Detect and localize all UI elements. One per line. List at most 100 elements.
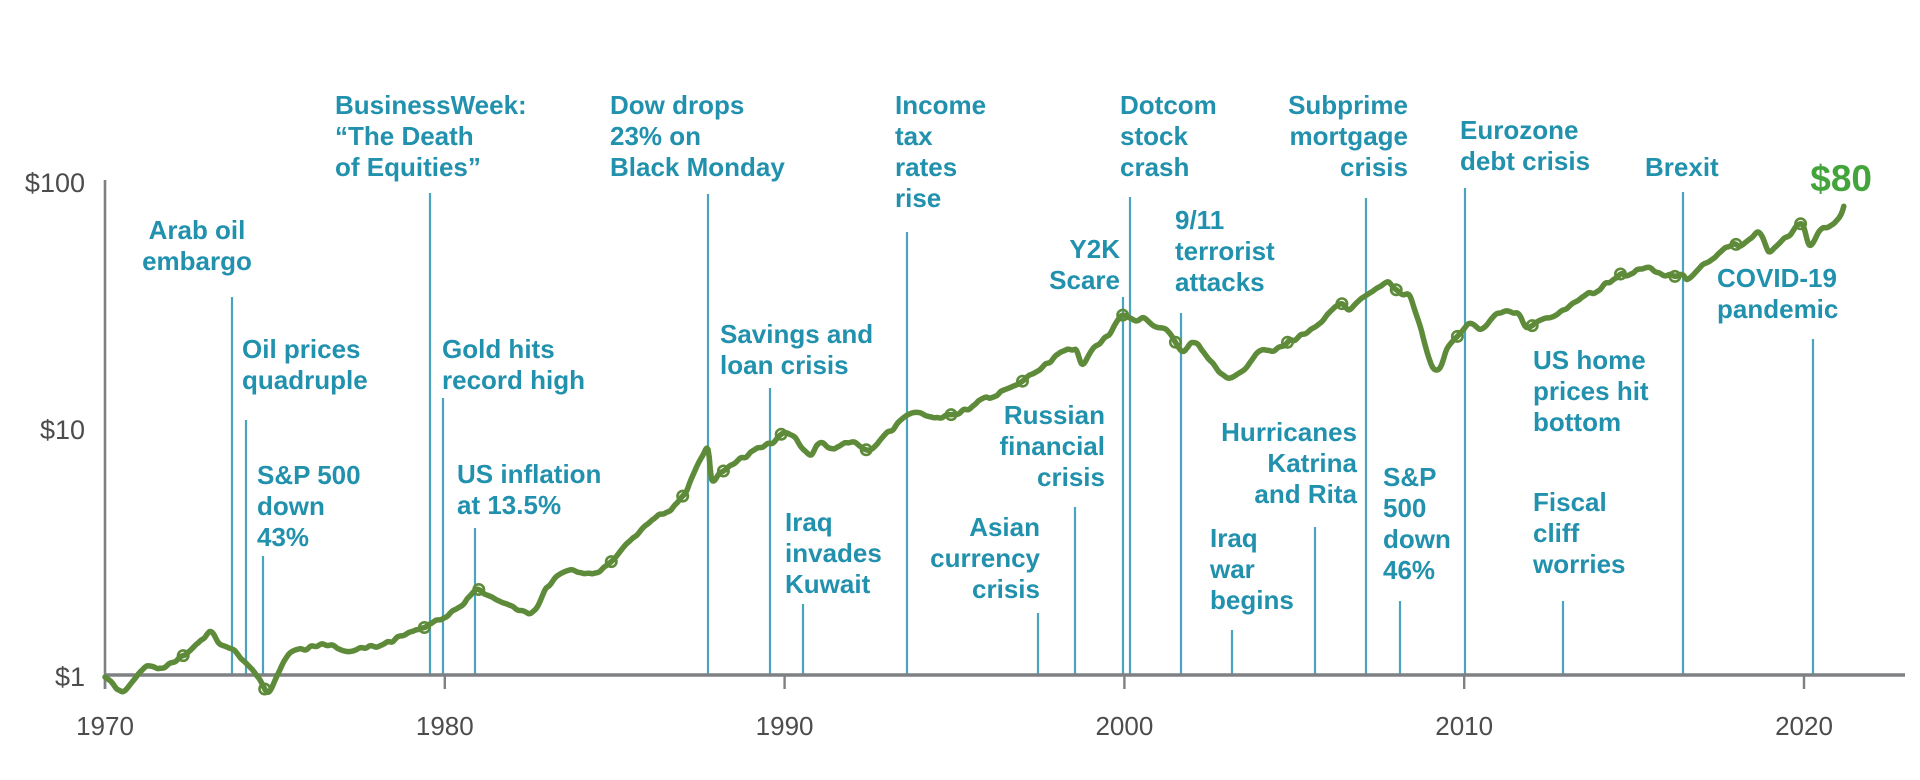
growth-curve [102,203,1847,696]
event-label-iraq-invades-kuwait-line2: invades [785,538,882,568]
curve-ring-marker [1015,374,1029,388]
y-axis-label-1: $1 [55,662,85,692]
curve-ring-marker [1525,319,1539,333]
event-label-subprime-mortgage-crisis-line1: Subprime [1288,90,1408,120]
event-label-us-inflation-13-5-line2: at 13.5% [457,490,561,520]
event-label-fiscal-cliff-worries-line1: Fiscal [1533,487,1607,517]
event-label-hurricanes-katrina-and-rita-line3: and Rita [1254,479,1357,509]
event-label-russian-financial-crisis-line1: Russian [1004,400,1105,430]
event-label-oil-prices-quadruple-line1: Oil prices [242,334,361,364]
y-axis-label-100: $100 [25,168,85,198]
event-label-oil-prices-quadruple-line2: quadruple [242,365,368,395]
event-label-y2k-scare-line1: Y2K [1069,234,1120,264]
event-label-iraq-war-begins-line1: Iraq [1210,523,1258,553]
curve-ring-marker [176,649,190,663]
curve-ring-marker [258,682,272,696]
event-label-brexit-line1: Brexit [1645,152,1719,182]
event-label-arab-oil-embargo-line2: embargo [142,246,252,276]
curve-ring-marker [859,443,873,457]
event-label-gold-hits-record-high-line2: record high [442,365,585,395]
event-label-asian-currency-crisis-line1: Asian [969,512,1040,542]
text-labels: $1 $10 $100 1970 1980 1990 2000 2010 2020 Arab oi… [25,90,1872,741]
end-value-label: $80 [1810,158,1872,199]
curve-ring-marker [1389,283,1403,297]
event-label-sp500-down-43-line2: down [257,491,325,521]
event-label-sp500-down-46-line4: 46% [1383,555,1435,585]
event-label-fiscal-cliff-worries-line3: worries [1532,549,1626,579]
event-label-income-tax-rates-rise-line4: rise [895,183,941,213]
curve-ring-marker [1335,297,1349,311]
x-axis-label-2000: 2000 [1095,711,1153,741]
event-label-dow-drops-black-monday-line3: Black Monday [610,152,785,182]
event-label-iraq-war-begins-line3: begins [1210,585,1294,615]
event-label-fiscal-cliff-worries-line2: cliff [1533,518,1580,548]
curve-ring-marker [1668,269,1682,283]
event-label-dotcom-stock-crash-line1: Dotcom [1120,90,1217,120]
x-axis-label-2020: 2020 [1775,711,1833,741]
curve-ring-marker [716,464,730,478]
x-axis-label-2010: 2010 [1435,711,1493,741]
event-label-sp500-down-43-line3: 43% [257,522,309,552]
event-label-sp500-down-43-line1: S&P 500 [257,460,361,490]
event-label-us-home-prices-hit-bottom-line3: bottom [1533,407,1621,437]
growth-curve-path [102,203,1847,696]
event-label-savings-and-loan-crisis-line2: loan crisis [720,350,849,380]
axes [103,180,1905,689]
curve-ring-marker [676,489,690,503]
event-label-us-home-prices-hit-bottom-line1: US home [1533,345,1646,375]
event-label-dow-drops-black-monday-line1: Dow drops [610,90,744,120]
event-label-dow-drops-black-monday-line2: 23% on [610,121,701,151]
event-label-sp500-down-46-line2: 500 [1383,493,1426,523]
event-label-businessweek-death-of-equities-line3: of Equities” [335,152,481,182]
curve-ring-marker [1116,308,1130,322]
event-label-russian-financial-crisis-line3: crisis [1037,462,1105,492]
event-label-september-11-attacks-line3: attacks [1175,267,1265,297]
event-label-covid-19-pandemic-line2: pandemic [1717,294,1838,324]
curve-ring-marker [1729,237,1743,251]
event-label-gold-hits-record-high-line1: Gold hits [442,334,555,364]
event-label-asian-currency-crisis-line2: currency [930,543,1040,573]
event-label-us-inflation-13-5-line1: US inflation [457,459,601,489]
event-label-asian-currency-crisis-line3: crisis [972,574,1040,604]
curve-ring-marker [774,427,788,441]
event-label-hurricanes-katrina-and-rita-line1: Hurricanes [1221,417,1357,447]
event-label-y2k-scare-line2: Scare [1049,265,1120,295]
event-label-hurricanes-katrina-and-rita-line2: Katrina [1267,448,1357,478]
event-label-september-11-attacks-line2: terrorist [1175,236,1275,266]
event-label-eurozone-debt-crisis-line1: Eurozone [1460,115,1578,145]
event-label-income-tax-rates-rise-line1: Income [895,90,986,120]
event-label-businessweek-death-of-equities-line1: BusinessWeek: [335,90,527,120]
curve-ring-marker [944,408,958,422]
event-label-income-tax-rates-rise-line2: tax [895,121,933,151]
event-label-iraq-invades-kuwait-line3: Kuwait [785,569,871,599]
event-label-subprime-mortgage-crisis-line2: mortgage [1290,121,1408,151]
event-label-income-tax-rates-rise-line3: rates [895,152,957,182]
curve-ring-marker [1281,335,1295,349]
curve-ring-marker [1450,329,1464,343]
event-marker-lines [230,188,1815,675]
event-label-dotcom-stock-crash-line3: crash [1120,152,1189,182]
x-axis-label-1970: 1970 [76,711,134,741]
curve-ring-marker [1794,217,1808,231]
x-axis-label-1990: 1990 [756,711,814,741]
event-label-september-11-attacks-line1: 9/11 [1175,205,1224,235]
curve-ring-marker [1614,267,1628,281]
event-label-arab-oil-embargo-line1: Arab oil [149,215,246,245]
event-label-iraq-war-begins-line2: war [1209,554,1255,584]
y-axis-label-10: $10 [40,415,85,445]
x-axis-label-1980: 1980 [416,711,474,741]
curve-ring-marker [1168,335,1182,349]
event-label-businessweek-death-of-equities-line2: “The Death [335,121,474,151]
event-label-savings-and-loan-crisis-line1: Savings and [720,319,873,349]
event-label-eurozone-debt-crisis-line2: debt crisis [1460,146,1590,176]
event-label-dotcom-stock-crash-line2: stock [1120,121,1188,151]
event-label-sp500-down-46-line3: down [1383,524,1451,554]
curve-ring-marker [417,620,431,634]
event-label-iraq-invades-kuwait-line1: Iraq [785,507,833,537]
event-label-covid-19-pandemic-line1: COVID-19 [1717,263,1837,293]
event-label-us-home-prices-hit-bottom-line2: prices hit [1533,376,1649,406]
event-label-subprime-mortgage-crisis-line3: crisis [1340,152,1408,182]
curve-ring-marker [472,582,486,596]
